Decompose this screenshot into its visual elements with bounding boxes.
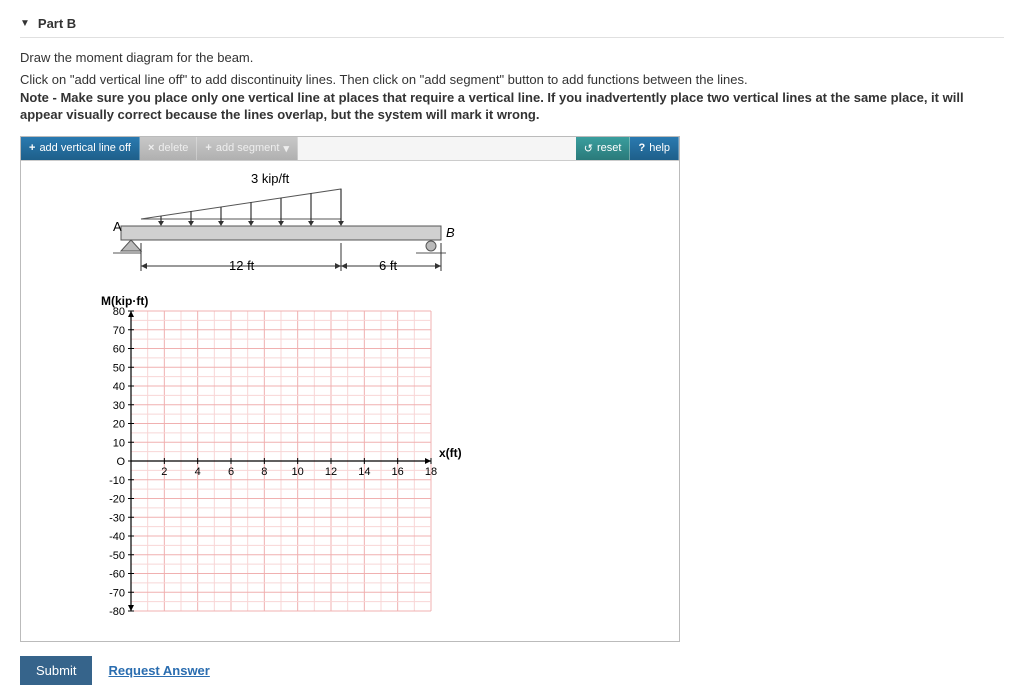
svg-text:70: 70: [113, 324, 125, 336]
plus-icon: +: [205, 142, 211, 154]
svg-text:-50: -50: [109, 549, 125, 561]
svg-text:18: 18: [425, 466, 437, 478]
svg-text:50: 50: [113, 362, 125, 374]
svg-text:O: O: [116, 456, 125, 468]
add-vertical-line-button[interactable]: + add vertical line off: [21, 137, 140, 160]
help-icon: ?: [638, 142, 645, 154]
request-answer-link[interactable]: Request Answer: [108, 663, 209, 678]
submit-button[interactable]: Submit: [20, 656, 92, 685]
svg-text:A: A: [113, 219, 122, 234]
svg-text:20: 20: [113, 418, 125, 430]
delete-label: delete: [158, 142, 188, 154]
section-header[interactable]: ▼ Part B: [20, 10, 1004, 38]
submit-row: Submit Request Answer: [20, 656, 1004, 685]
reset-label: reset: [597, 142, 621, 154]
load-arrows: [158, 189, 344, 226]
svg-text:40: 40: [113, 381, 125, 393]
instruction-line-2b: Note - Make sure you place only one vert…: [20, 90, 964, 123]
help-button[interactable]: ? help: [630, 137, 679, 160]
help-label: help: [649, 142, 670, 154]
diagram-svg: 3 kip/ft A: [21, 161, 679, 641]
svg-text:6 ft: 6 ft: [379, 258, 397, 273]
svg-text:16: 16: [392, 466, 404, 478]
svg-text:10: 10: [292, 466, 304, 478]
y-tick-labels: 8070605040302010O-10-20-30-40-50-60-70-8…: [109, 306, 134, 618]
delete-button[interactable]: × delete: [140, 137, 197, 160]
svg-text:B: B: [446, 225, 455, 240]
svg-text:6: 6: [228, 466, 234, 478]
svg-text:-40: -40: [109, 531, 125, 543]
svg-text:14: 14: [358, 466, 370, 478]
svg-text:8: 8: [261, 466, 267, 478]
instruction-note: Click on "add vertical line off" to add …: [20, 71, 1004, 124]
svg-text:12 ft: 12 ft: [229, 258, 255, 273]
add-segment-button[interactable]: + add segment ▾: [197, 137, 298, 160]
svg-text:10: 10: [113, 437, 125, 449]
svg-text:30: 30: [113, 399, 125, 411]
x-icon: ×: [148, 142, 154, 154]
canvas-toolbar: + add vertical line off × delete + add s…: [21, 137, 679, 161]
reset-button[interactable]: ↺ reset: [576, 137, 631, 160]
svg-text:-60: -60: [109, 568, 125, 580]
svg-text:60: 60: [113, 343, 125, 355]
drawing-canvas-container: + add vertical line off × delete + add s…: [20, 136, 680, 642]
x-axis-title: x(ft): [439, 446, 462, 460]
svg-text:4: 4: [195, 466, 201, 478]
instruction-line-2a: Click on "add vertical line off" to add …: [20, 72, 748, 87]
dimension-lines: 12 ft 6 ft: [141, 243, 441, 273]
add-segment-label: add segment: [216, 142, 280, 154]
svg-text:12: 12: [325, 466, 337, 478]
y-axis-title: M(kip·ft): [101, 294, 148, 308]
reset-icon: ↺: [584, 142, 593, 155]
add-vline-label: add vertical line off: [39, 142, 131, 154]
collapse-caret-icon: ▼: [20, 18, 30, 29]
load-label: 3 kip/ft: [251, 171, 290, 186]
canvas-area[interactable]: 3 kip/ft A: [21, 161, 679, 641]
toolbar-spacer: [298, 137, 576, 160]
chart-group: 8070605040302010O-10-20-30-40-50-60-70-8…: [101, 294, 462, 618]
svg-text:-30: -30: [109, 512, 125, 524]
beam-body: [121, 226, 441, 240]
plus-icon: +: [29, 142, 35, 154]
svg-text:-10: -10: [109, 474, 125, 486]
instruction-line-1: Draw the moment diagram for the beam.: [20, 50, 1004, 65]
svg-text:-70: -70: [109, 587, 125, 599]
chevron-down-icon: ▾: [283, 142, 289, 155]
section-title: Part B: [38, 16, 76, 31]
svg-text:-80: -80: [109, 606, 125, 618]
svg-text:-20: -20: [109, 493, 125, 505]
svg-text:2: 2: [161, 466, 167, 478]
